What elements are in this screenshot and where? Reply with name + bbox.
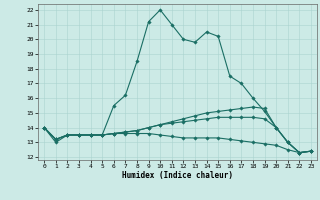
X-axis label: Humidex (Indice chaleur): Humidex (Indice chaleur) (122, 171, 233, 180)
